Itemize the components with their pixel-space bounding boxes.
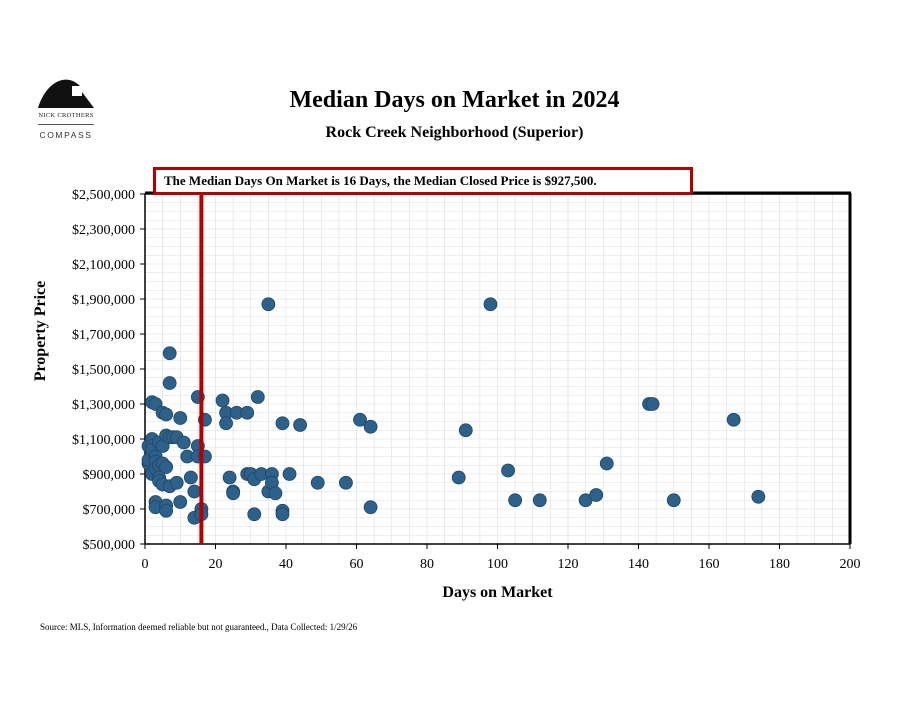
logo-divider [38,124,94,125]
data-point [268,486,283,501]
data-point [275,507,290,522]
data-point [508,493,523,508]
data-point [159,460,174,474]
data-point [501,463,515,478]
data-point [310,475,325,490]
x-tick-label: 120 [558,557,579,572]
x-tick-label: 20 [209,557,223,572]
source-note: Source: MLS, Information deemed reliable… [40,622,358,632]
data-point [458,423,473,438]
x-tick-label: 160 [699,557,720,572]
x-tick-label: 40 [279,557,293,572]
x-axis-label: Days on Market [442,584,553,601]
data-point [293,418,308,432]
logo: NICK CROTHERS COMPASS [30,72,102,148]
y-tick-label: $1,700,000 [72,328,135,343]
x-tick-label: 100 [487,557,508,572]
data-point [159,503,174,518]
x-tick-label: 200 [840,557,861,572]
data-point [726,412,741,427]
data-point [187,484,202,499]
data-point [176,435,191,450]
data-point [483,297,498,312]
data-point [169,475,184,490]
data-point [261,297,276,312]
data-points [141,297,766,525]
y-tick-label: $2,500,000 [72,188,135,203]
y-tick-label: $700,000 [83,503,136,518]
data-point [532,493,547,508]
data-point [275,416,290,431]
grid [144,193,851,545]
data-point [282,467,297,481]
chart-title: Median Days on Market in 2024 [289,87,620,113]
y-tick-label: $500,000 [83,538,136,553]
y-tick-label: $2,300,000 [72,223,135,238]
data-point [219,416,233,431]
data-point [353,412,367,427]
y-tick-label: $900,000 [83,468,136,483]
data-point [183,470,198,485]
data-point [599,456,614,471]
y-tick-label: $1,500,000 [72,363,135,378]
chart-subtitle: Rock Creek Neighborhood (Superior) [325,124,584,141]
median-callout: The Median Days On Market is 16 Days, th… [153,167,693,195]
data-point [363,500,378,515]
y-tick-label: $2,100,000 [72,258,135,273]
y-tick-label: $1,900,000 [72,293,135,308]
data-point [240,405,255,420]
x-tick-label: 140 [628,557,649,572]
data-point [247,507,262,522]
data-point [339,475,353,490]
logo-brand: COMPASS [39,130,93,140]
axis-ticks: 0 20 40 60 80 100 120 140 160 180 200 $500,000 $700,… [72,188,861,572]
data-point [222,470,237,485]
x-tick-label: 180 [769,557,790,572]
x-tick-label: 60 [350,557,364,572]
data-point [666,493,681,508]
data-point [226,486,241,501]
data-point [363,419,378,434]
y-tick-label: $1,300,000 [72,398,135,413]
x-tick-label: 0 [142,557,149,572]
data-point [162,346,177,361]
data-point [645,397,660,411]
x-tick-label: 80 [420,557,434,572]
data-point [451,470,466,485]
y-tick-label: $1,100,000 [72,433,135,448]
logo-mark-icon [38,79,94,108]
data-point [159,407,174,422]
data-point [589,488,604,502]
data-point [173,495,188,509]
data-point [250,390,265,404]
data-point [751,489,766,504]
data-point [173,411,188,425]
y-axis-label: Property Price [32,280,49,382]
logo-name: NICK CROTHERS [38,112,94,119]
data-point [215,393,230,408]
data-point [162,376,177,390]
